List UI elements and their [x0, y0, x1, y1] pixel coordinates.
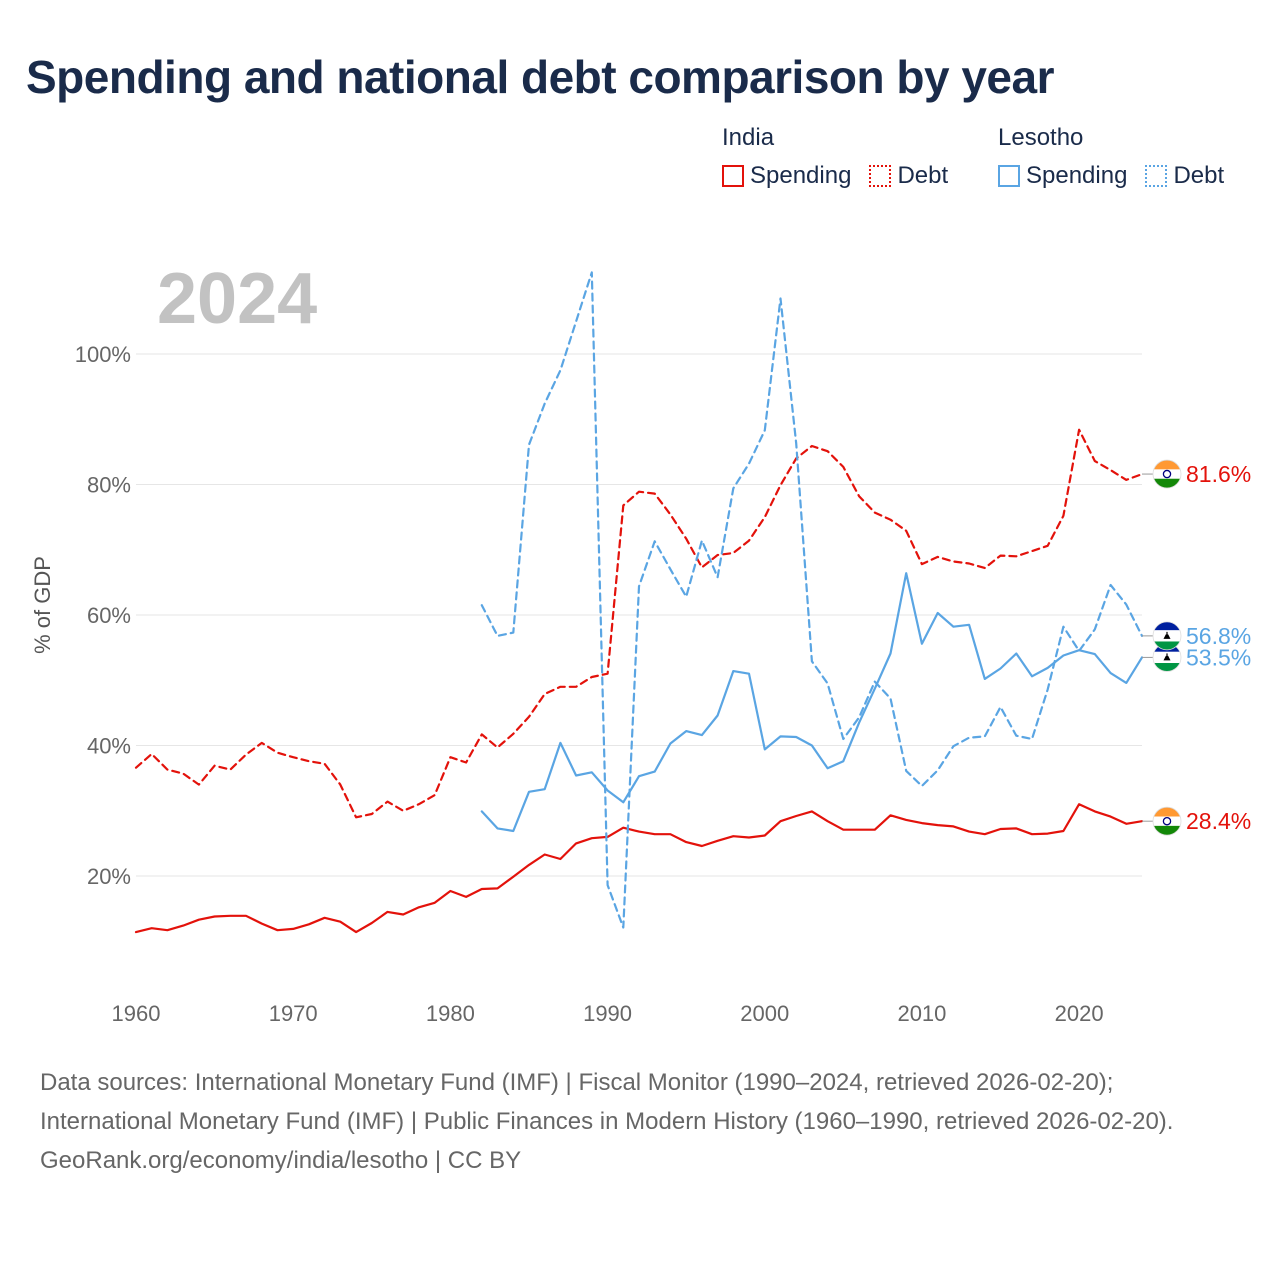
chakra [1162, 816, 1172, 826]
x-tick-label: 1960 [112, 1001, 161, 1026]
flag-band [1153, 478, 1181, 489]
hat-knob [1166, 653, 1168, 657]
year-label: 2024 [157, 259, 317, 339]
y-tick-label: 40% [87, 734, 131, 759]
x-tick-label: 1990 [583, 1001, 632, 1026]
india-flag-icon [1153, 807, 1181, 836]
legend-item-label: Debt [1173, 162, 1225, 189]
y-tick-label: 20% [87, 864, 131, 889]
flag-band [1153, 469, 1181, 479]
legend-group-title: India [722, 124, 775, 151]
chakra [1162, 469, 1172, 479]
x-tick-label: 2010 [897, 1001, 946, 1026]
hat-shape [1163, 655, 1171, 661]
flag-band [1153, 825, 1181, 836]
flag-band [1153, 460, 1181, 470]
x-axis: 1960 1970 1980 1990 2000 2010 2020 [112, 1001, 1104, 1026]
flag-band [1153, 807, 1181, 817]
legend-swatch-dotted [1145, 165, 1168, 187]
flag-band [1153, 663, 1181, 672]
legend-lesotho: Lesotho Spending Debt [998, 120, 1224, 196]
flag-band [1153, 641, 1181, 650]
x-tick-label: 1980 [426, 1001, 475, 1026]
hat-shape [1163, 634, 1171, 639]
data-sources: Data sources: International Monetary Fun… [40, 1069, 1174, 1135]
y-axis: 20% 40% 60% 80% 100% [75, 342, 131, 889]
legend-item-label: Spending [750, 162, 852, 189]
series-line-lesotho-debt [480, 271, 1144, 929]
x-tick-label: 2020 [1055, 1001, 1104, 1026]
end-value-label: 56.8% [1186, 623, 1251, 649]
flag-band [1153, 816, 1181, 826]
india-flag-icon [1153, 460, 1181, 489]
end-marker: 81.6% [1142, 459, 1251, 489]
flag-ring [1152, 459, 1182, 489]
end-marker: 28.4% [1142, 806, 1251, 836]
x-tick-label: 2000 [740, 1001, 789, 1026]
y-tick-label: 80% [87, 473, 131, 498]
flag-ring [1152, 621, 1182, 651]
legend-item-label: Debt [897, 162, 949, 189]
end-value-label: 53.5% [1186, 644, 1251, 670]
series-line-india-spending [134, 803, 1144, 934]
legend-swatch-solid [998, 165, 1020, 187]
legend-item-india-spending[interactable]: Spending [722, 162, 851, 190]
hat-knob [1166, 631, 1168, 635]
y-axis-label: % of GDP [30, 556, 55, 654]
legend-swatch-dotted [869, 165, 892, 187]
credit-link[interactable]: GeoRank.org/economy/india/lesotho | CC B… [40, 1147, 522, 1174]
end-markers: 28.4% 81.6% 53.5%56.8% [1142, 459, 1251, 836]
series-line-lesotho-spending [480, 572, 1144, 833]
grid [136, 353, 1142, 877]
x-tick-label: 1970 [269, 1001, 318, 1026]
legend-item-india-debt[interactable]: Debt [869, 162, 948, 190]
legend-item-label: Spending [1026, 162, 1128, 189]
y-tick-label: 100% [75, 342, 131, 367]
flag-band [1153, 621, 1181, 631]
legend-swatch-solid [722, 165, 744, 187]
flag-ring [1152, 806, 1182, 836]
end-value-label: 28.4% [1186, 808, 1251, 834]
series-lines [134, 271, 1144, 934]
footer: Data sources: International Monetary Fun… [40, 1063, 1250, 1180]
legend-item-lesotho-spending[interactable]: Spending [998, 162, 1127, 190]
legend-item-lesotho-debt[interactable]: Debt [1145, 162, 1224, 190]
legend-group-title: Lesotho [998, 124, 1084, 151]
series-line-india-debt [134, 428, 1144, 819]
end-value-label: 81.6% [1186, 461, 1251, 487]
chart-title: Spending and national debt comparison by… [26, 51, 1055, 103]
y-tick-label: 60% [87, 603, 131, 628]
line-chart: 2024 % of GDP 20%40%60%80%100% 1960 1970 1… [30, 259, 1251, 1026]
lesotho-flag-icon [1153, 621, 1181, 650]
end-marker: 56.8% [1142, 621, 1251, 651]
legend-india: India Spending Debt [722, 120, 948, 196]
